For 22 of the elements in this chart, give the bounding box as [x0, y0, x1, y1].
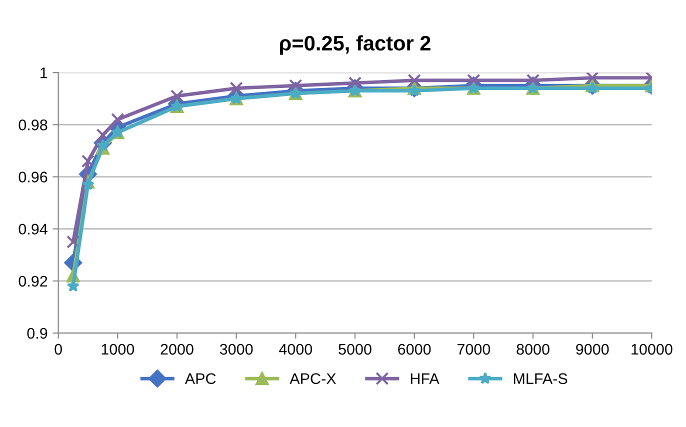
- x-tick-label: 3000: [220, 344, 253, 355]
- y-tick-label: 0.9: [27, 328, 48, 339]
- x-tick-label: 2000: [160, 344, 194, 355]
- x-tick-label: 9000: [576, 344, 609, 355]
- legend-label: APC: [184, 373, 216, 384]
- y-tick-label: 0.92: [18, 276, 48, 287]
- y-tick-label: 0.98: [18, 120, 48, 130]
- chart-title: ρ=0.25, factor 2: [280, 35, 430, 55]
- legend-label: HFA: [410, 373, 440, 384]
- y-tick-label: 0.94: [18, 224, 48, 235]
- y-tick-label: 1: [40, 68, 48, 78]
- x-tick-label: 6000: [398, 344, 431, 355]
- x-tick-label: 7000: [457, 344, 490, 355]
- legend-label: APC-X: [290, 373, 336, 384]
- x-tick-label: 8000: [516, 344, 550, 355]
- y-tick-label: 0.96: [18, 172, 48, 182]
- legend-label: MLFA-S: [514, 373, 568, 384]
- x-tick-label: 0: [54, 344, 62, 355]
- x-tick-label: 1000: [102, 344, 134, 355]
- x-tick-label: 5000: [338, 344, 372, 355]
- x-tick-label: 4000: [279, 344, 312, 355]
- x-tick-label: 10000: [632, 344, 672, 355]
